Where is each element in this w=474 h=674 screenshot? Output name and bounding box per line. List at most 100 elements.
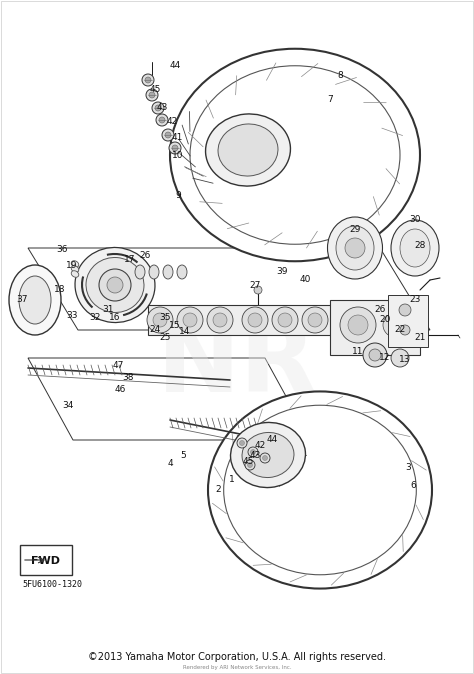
Text: 16: 16 [109, 313, 121, 322]
Text: 26: 26 [374, 305, 386, 315]
Text: 45: 45 [242, 458, 254, 466]
Text: 19: 19 [66, 260, 78, 270]
Ellipse shape [206, 114, 291, 186]
Ellipse shape [19, 276, 51, 324]
Text: 21: 21 [414, 334, 426, 342]
Text: 41: 41 [171, 133, 182, 142]
Circle shape [142, 74, 154, 86]
Ellipse shape [328, 217, 383, 279]
Text: 43: 43 [156, 104, 168, 113]
Text: 5FU6100-1320: 5FU6100-1320 [22, 580, 82, 589]
Bar [330, 300, 420, 355]
Text: 28: 28 [414, 241, 426, 249]
Circle shape [146, 89, 158, 101]
Text: 8: 8 [337, 71, 343, 80]
Text: 44: 44 [266, 435, 278, 444]
Circle shape [260, 453, 270, 463]
Circle shape [156, 114, 168, 126]
Text: 30: 30 [409, 216, 421, 224]
Text: 17: 17 [124, 255, 136, 264]
Text: 25: 25 [159, 334, 171, 342]
Ellipse shape [224, 405, 416, 575]
Text: 15: 15 [169, 321, 181, 330]
Circle shape [152, 102, 164, 114]
Text: 18: 18 [54, 286, 66, 295]
Circle shape [99, 269, 131, 301]
Ellipse shape [135, 265, 145, 279]
Circle shape [278, 313, 292, 327]
Text: 3: 3 [405, 464, 411, 472]
Circle shape [242, 307, 268, 333]
Ellipse shape [71, 266, 79, 272]
Circle shape [169, 142, 181, 154]
Circle shape [369, 349, 381, 361]
Circle shape [308, 313, 322, 327]
Circle shape [159, 117, 165, 123]
Text: 14: 14 [179, 328, 191, 336]
Circle shape [399, 304, 411, 316]
Text: 22: 22 [394, 326, 406, 334]
Circle shape [213, 313, 227, 327]
Text: 27: 27 [249, 280, 261, 290]
Text: 12: 12 [379, 353, 391, 363]
Bar [148, 305, 348, 335]
Circle shape [153, 313, 167, 327]
Circle shape [254, 286, 262, 294]
Text: 9: 9 [175, 191, 181, 200]
Circle shape [177, 307, 203, 333]
Text: 29: 29 [349, 226, 361, 235]
Circle shape [263, 456, 267, 460]
Ellipse shape [75, 247, 155, 323]
Circle shape [207, 307, 233, 333]
Ellipse shape [391, 220, 439, 276]
Text: 37: 37 [16, 295, 28, 305]
Text: 20: 20 [379, 315, 391, 324]
Ellipse shape [242, 433, 294, 477]
Circle shape [248, 447, 258, 457]
Circle shape [247, 462, 253, 468]
Text: 45: 45 [149, 86, 161, 94]
Text: 23: 23 [410, 295, 421, 305]
Ellipse shape [190, 66, 400, 244]
Circle shape [165, 132, 171, 138]
Circle shape [400, 325, 410, 335]
Ellipse shape [86, 257, 144, 313]
Circle shape [172, 145, 178, 151]
Circle shape [245, 460, 255, 470]
Circle shape [363, 343, 387, 367]
Circle shape [348, 315, 368, 335]
Text: 34: 34 [62, 400, 73, 410]
Text: 32: 32 [89, 313, 100, 322]
Text: Rendered by ARI Network Services, Inc.: Rendered by ARI Network Services, Inc. [182, 665, 292, 670]
Text: ©2013 Yamaha Motor Corporation, U.S.A. All rights reserved.: ©2013 Yamaha Motor Corporation, U.S.A. A… [88, 652, 386, 662]
Circle shape [183, 313, 197, 327]
Text: 33: 33 [66, 311, 78, 319]
Circle shape [248, 313, 262, 327]
Text: 11: 11 [352, 348, 364, 357]
Circle shape [345, 238, 365, 258]
Circle shape [162, 129, 174, 141]
Circle shape [302, 307, 328, 333]
Ellipse shape [170, 49, 420, 262]
Bar [388, 295, 428, 347]
Text: 13: 13 [399, 355, 411, 365]
Text: NR: NR [157, 317, 317, 414]
Text: 42: 42 [255, 441, 265, 450]
Circle shape [155, 105, 161, 111]
Text: 36: 36 [56, 245, 68, 255]
Text: 4: 4 [167, 458, 173, 468]
Text: 47: 47 [112, 361, 124, 369]
Circle shape [272, 307, 298, 333]
Text: 26: 26 [139, 251, 151, 259]
Text: 2: 2 [215, 485, 221, 495]
Text: FWD: FWD [31, 556, 61, 566]
Ellipse shape [71, 261, 79, 268]
Text: 43: 43 [249, 450, 261, 460]
Ellipse shape [336, 226, 374, 270]
Ellipse shape [177, 265, 187, 279]
Circle shape [391, 349, 409, 367]
Text: 42: 42 [166, 117, 178, 127]
Circle shape [107, 277, 123, 293]
Circle shape [147, 307, 173, 333]
Ellipse shape [218, 124, 278, 176]
